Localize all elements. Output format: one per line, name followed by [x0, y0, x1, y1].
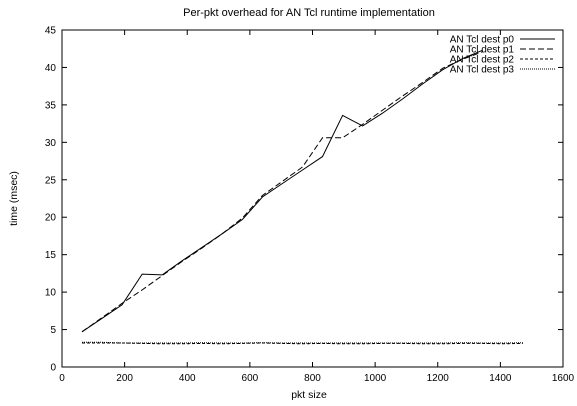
y-tick-label: 40: [45, 63, 57, 74]
series-layer: [81, 49, 523, 345]
chart-title: Per-pkt overhead for AN Tcl runtime impl…: [183, 7, 435, 19]
x-tick-label: 1200: [427, 373, 450, 384]
x-tick-label: 1000: [364, 373, 387, 384]
y-tick-label: 15: [45, 250, 57, 261]
plot-frame: [61, 29, 564, 368]
y-tick-label: 0: [50, 363, 56, 374]
x-tick-label: 800: [304, 373, 321, 384]
y-tick-label: 10: [45, 288, 57, 299]
series-line-p3: [82, 341, 523, 344]
y-tick-label: 45: [45, 26, 57, 37]
x-tick-label: 200: [116, 373, 133, 384]
legend-label: AN Tcl dest p0: [450, 35, 515, 46]
x-tick-label: 1400: [489, 373, 512, 384]
legend-label: AN Tcl dest p3: [450, 65, 515, 76]
series-line-p1: [81, 51, 483, 333]
y-axis-label: time (msec): [8, 171, 20, 226]
legend-label: AN Tcl dest p1: [450, 45, 515, 56]
x-axis-label: pkt size: [291, 389, 327, 401]
y-tick-label: 30: [45, 138, 57, 149]
axis-ticks: 0 200 400 600 800 1000 1200 1400 1600 0 5 10 15 20 25 3…: [45, 26, 575, 385]
x-tick-label: 400: [179, 373, 196, 384]
y-tick-label: 20: [45, 213, 57, 224]
series-line-p0: [81, 49, 483, 333]
series-line-p2: [82, 342, 523, 345]
legend-label: AN Tcl dest p2: [450, 55, 515, 66]
y-tick-label: 25: [45, 175, 57, 186]
x-tick-label: 0: [59, 373, 65, 384]
x-tick-label: 1600: [552, 373, 575, 384]
y-tick-label: 5: [50, 325, 56, 336]
x-tick-label: 600: [242, 373, 259, 384]
y-tick-label: 35: [45, 100, 57, 111]
